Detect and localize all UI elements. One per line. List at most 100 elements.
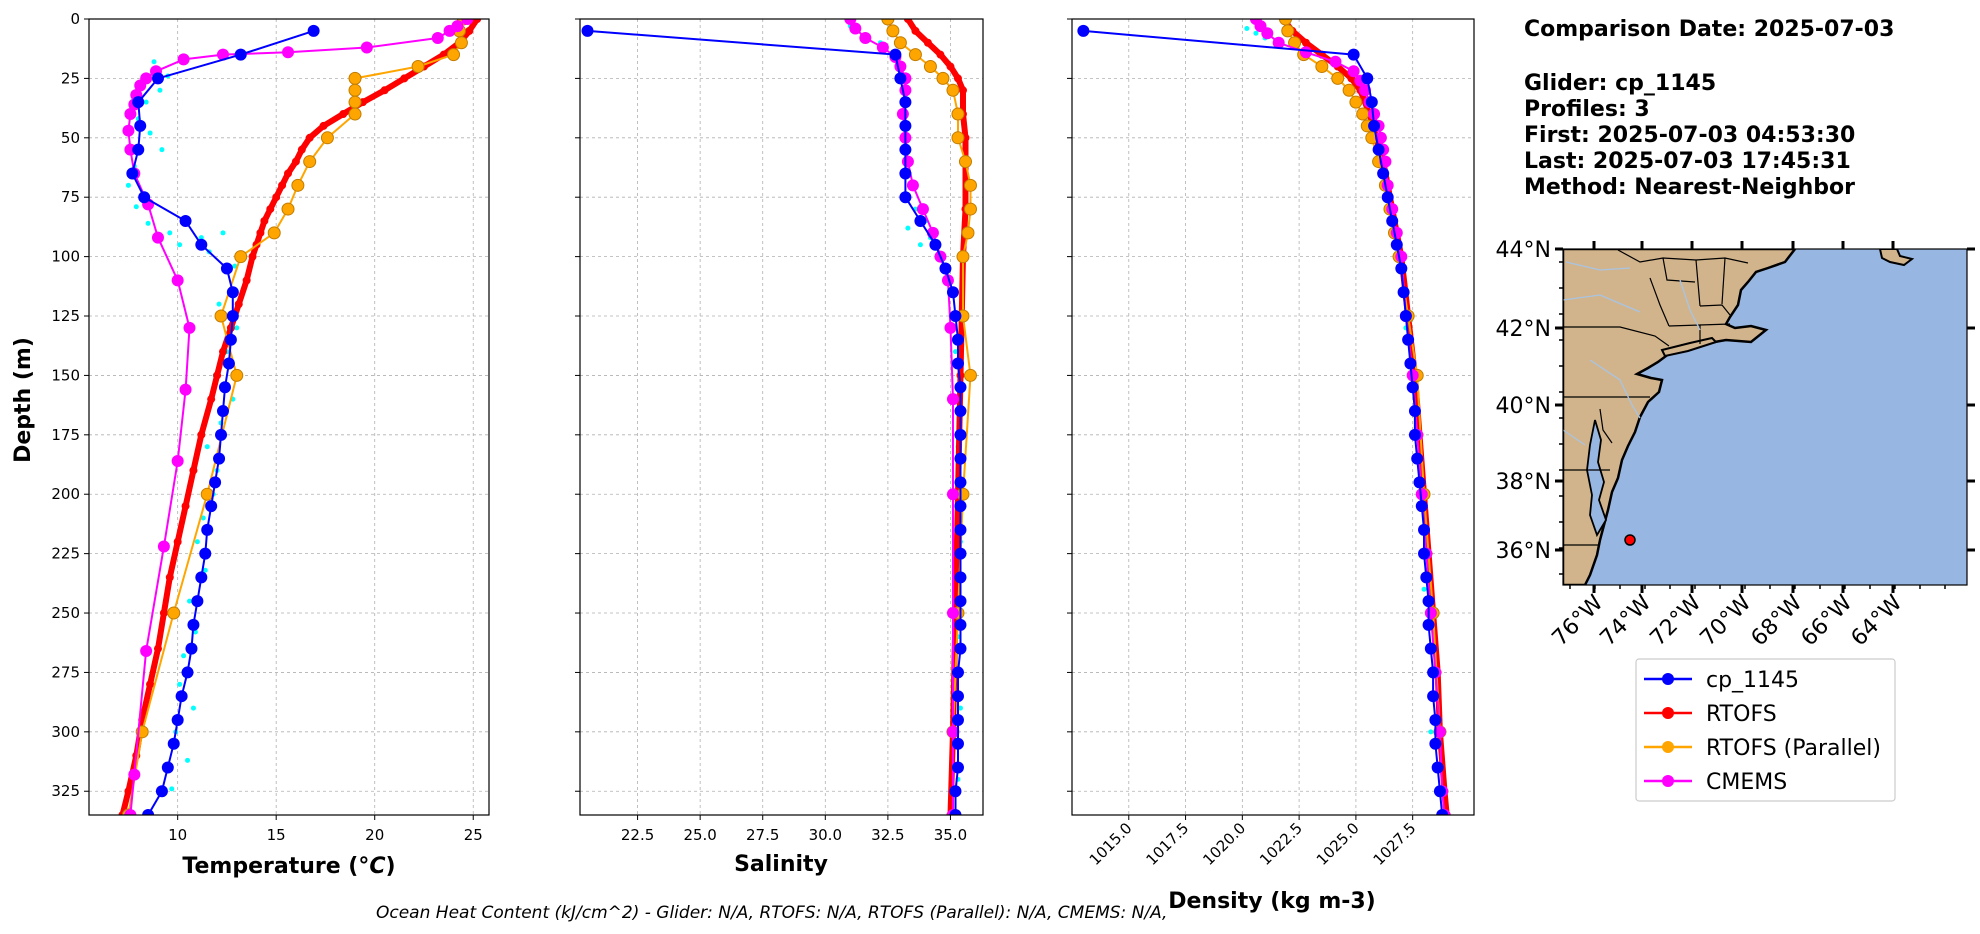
series-point	[881, 19, 895, 26]
lat-label: 40°N	[1496, 394, 1551, 419]
first-profile-time: First: 2025-07-03 04:53:30	[1524, 123, 1855, 148]
series-point	[951, 713, 964, 726]
series-point	[195, 571, 208, 584]
x-tick-label: 25	[464, 826, 483, 844]
raw-point	[145, 220, 151, 226]
series-point	[1356, 107, 1370, 121]
raw-point	[194, 539, 200, 545]
series-point	[1404, 357, 1417, 370]
series-point	[954, 642, 967, 655]
interpolation-method: Method: Nearest-Neighbor	[1524, 175, 1855, 200]
raw-point	[905, 225, 911, 231]
series-point	[1418, 547, 1431, 560]
series-point	[951, 131, 965, 145]
series-point	[173, 537, 182, 546]
series-point	[1418, 523, 1431, 536]
series-point	[1433, 725, 1446, 738]
series-point	[142, 809, 155, 815]
profile-count: Profiles: 3	[1524, 97, 1650, 122]
series-point	[411, 60, 425, 74]
y-tick-label: 50	[61, 129, 80, 147]
series-point	[230, 368, 244, 382]
raw-point	[917, 242, 923, 248]
series-point	[189, 466, 198, 475]
series-point	[461, 19, 474, 25]
series-point	[1402, 333, 1415, 346]
series-point	[899, 143, 912, 156]
series-point	[1408, 428, 1421, 441]
raw-point	[202, 567, 208, 573]
series-point	[958, 86, 967, 95]
series-point	[1381, 179, 1394, 192]
series-point	[1301, 38, 1310, 47]
series-point	[1399, 310, 1412, 323]
lat-label: 38°N	[1496, 470, 1551, 495]
raw-point	[952, 349, 958, 355]
series-point	[1411, 452, 1424, 465]
series-point	[132, 143, 145, 156]
series-point	[218, 381, 231, 394]
series-point	[1272, 36, 1285, 49]
series-point	[339, 110, 348, 119]
series-point	[936, 71, 950, 85]
series-point	[889, 48, 902, 61]
x-tick-label: 20	[365, 826, 384, 844]
series-point	[1422, 595, 1435, 608]
raw-point	[151, 59, 157, 65]
series-point	[1424, 607, 1437, 620]
series-point	[894, 72, 907, 85]
series-point	[214, 309, 228, 323]
series-point	[454, 36, 468, 50]
legend-frame	[1635, 658, 1896, 802]
series-point	[949, 310, 962, 323]
series-point	[911, 26, 920, 35]
series-point	[167, 737, 180, 750]
series-point	[954, 405, 967, 418]
series-point	[1390, 226, 1403, 239]
series-point	[284, 169, 293, 178]
raw-point	[167, 230, 173, 236]
data-layer	[1077, 19, 1451, 815]
series-point	[1349, 95, 1363, 109]
series-point	[944, 321, 957, 334]
series-point	[348, 71, 362, 85]
legend-label: RTOFS	[1706, 702, 1777, 727]
series-point	[216, 48, 229, 61]
series-point	[1386, 203, 1399, 216]
last-profile-time: Last: 2025-07-03 17:45:31	[1524, 149, 1851, 174]
series-point	[348, 83, 362, 97]
series-point	[896, 108, 909, 121]
raw-point	[177, 242, 183, 248]
series-point	[1436, 809, 1449, 815]
series-point	[906, 179, 919, 192]
series-point	[951, 737, 964, 750]
y-tick-label: 325	[51, 782, 80, 800]
raw-point	[234, 325, 240, 331]
series-point	[1390, 238, 1403, 251]
series-point	[1413, 476, 1426, 489]
axes-frame	[579, 18, 984, 816]
map-frame	[1562, 248, 1968, 586]
series-point	[954, 618, 967, 631]
series-point	[195, 238, 208, 251]
series-point	[923, 38, 932, 47]
series-point	[963, 202, 977, 216]
series-point	[234, 300, 243, 309]
series-point	[954, 547, 967, 560]
raw-point	[1421, 586, 1427, 592]
series-point	[171, 713, 184, 726]
map-rivers	[1563, 261, 1701, 446]
y-tick-label: 225	[51, 545, 80, 563]
series-point	[319, 121, 328, 130]
legend-marker	[1662, 673, 1674, 685]
lat-label: 42°N	[1496, 317, 1551, 342]
raw-point	[190, 705, 196, 711]
series-point	[849, 22, 862, 35]
series-point	[209, 476, 222, 489]
axes-frame	[88, 18, 490, 816]
series-point	[431, 32, 444, 45]
series-point	[1395, 262, 1408, 275]
lon-label: 74°W	[1596, 590, 1657, 651]
series-point	[916, 203, 929, 216]
